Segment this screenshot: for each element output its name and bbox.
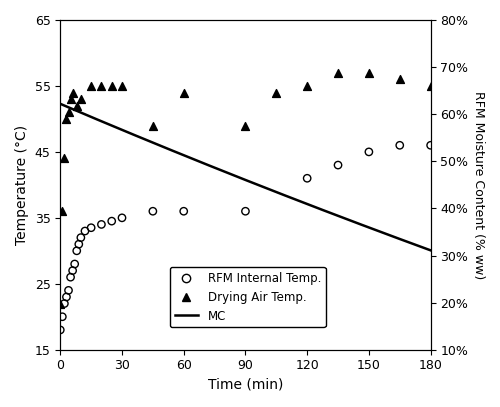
Point — [68, 89, 76, 96]
Point — [108, 218, 116, 224]
Point — [81, 228, 89, 234]
Point — [118, 83, 126, 89]
Point — [180, 208, 188, 214]
Point — [62, 116, 70, 122]
Point — [98, 221, 106, 228]
Point — [149, 122, 157, 129]
Point — [75, 241, 83, 247]
Point — [149, 208, 157, 214]
Point — [64, 287, 72, 293]
Legend: RFM Internal Temp., Drying Air Temp., MC: RFM Internal Temp., Drying Air Temp., MC — [170, 267, 326, 327]
Point — [56, 300, 64, 307]
Point — [60, 155, 68, 162]
Point — [58, 208, 66, 214]
Point — [66, 96, 74, 103]
Point — [303, 83, 311, 89]
Point — [180, 89, 188, 96]
Point — [77, 96, 85, 103]
Point — [72, 103, 80, 109]
Point — [87, 83, 95, 89]
Point — [98, 83, 106, 89]
Point — [56, 327, 64, 333]
Point — [303, 175, 311, 182]
Point — [62, 294, 70, 300]
Point — [77, 234, 85, 241]
Point — [242, 208, 250, 214]
Point — [365, 70, 373, 76]
Point — [426, 83, 434, 89]
Point — [58, 313, 66, 320]
Point — [68, 267, 76, 274]
Point — [66, 274, 74, 280]
Point — [118, 214, 126, 221]
Point — [272, 89, 280, 96]
Point — [396, 142, 404, 149]
Point — [64, 109, 72, 116]
Point — [365, 149, 373, 155]
Point — [426, 142, 434, 149]
Point — [72, 247, 80, 254]
Point — [87, 225, 95, 231]
Point — [60, 300, 68, 307]
Y-axis label: Temperature (°C): Temperature (°C) — [15, 125, 29, 245]
Point — [108, 83, 116, 89]
Point — [70, 261, 78, 267]
Point — [334, 162, 342, 168]
X-axis label: Time (min): Time (min) — [208, 378, 283, 392]
Y-axis label: RFM Moisture Content (% ww): RFM Moisture Content (% ww) — [472, 91, 485, 279]
Point — [396, 76, 404, 83]
Point — [334, 70, 342, 76]
Point — [242, 122, 250, 129]
